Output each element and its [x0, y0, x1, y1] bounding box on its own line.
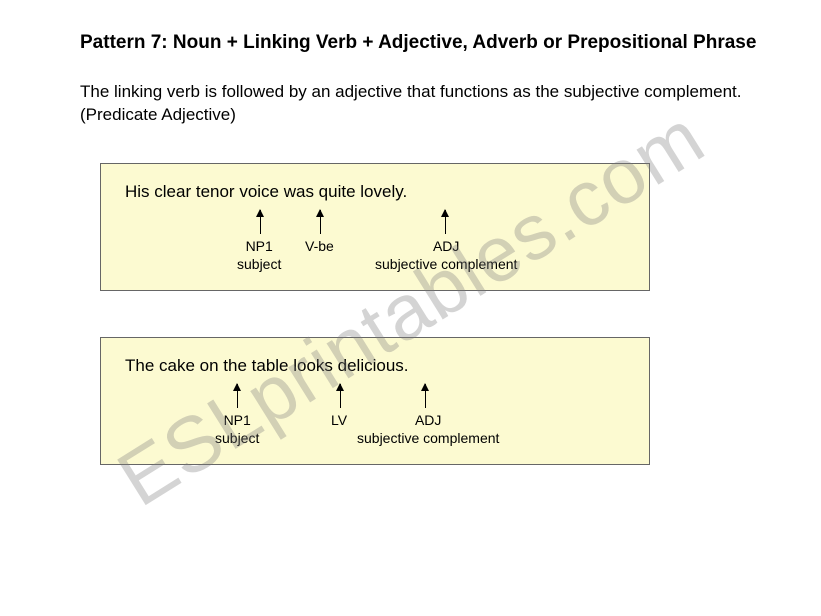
example-sentence-2: The cake on the table looks delicious.	[125, 356, 625, 376]
example-sentence-1: His clear tenor voice was quite lovely.	[125, 182, 625, 202]
labels-row-2: NP1 subject LV ADJ subjective complement	[125, 412, 625, 452]
grammar-label: V-be	[305, 238, 334, 256]
page-content: Pattern 7: Noun + Linking Verb + Adjecti…	[0, 0, 821, 531]
grammar-label: NP1 subject	[215, 412, 259, 447]
arrows-row-1	[125, 210, 625, 238]
pattern-description: The linking verb is followed by an adjec…	[80, 80, 761, 128]
arrow-icon	[340, 384, 341, 408]
arrow-icon	[260, 210, 261, 234]
pattern-title: Pattern 7: Noun + Linking Verb + Adjecti…	[80, 30, 761, 56]
labels-row-1: NP1 subject V-be ADJ subjective compleme…	[125, 238, 625, 278]
grammar-label: ADJ subjective complement	[357, 412, 499, 447]
arrows-row-2	[125, 384, 625, 412]
grammar-label: ADJ subjective complement	[375, 238, 517, 273]
arrow-icon	[425, 384, 426, 408]
example-box-2: The cake on the table looks delicious. N…	[100, 337, 650, 465]
grammar-label: NP1 subject	[237, 238, 281, 273]
example-box-1: His clear tenor voice was quite lovely. …	[100, 163, 650, 291]
arrow-icon	[320, 210, 321, 234]
grammar-label: LV	[331, 412, 347, 430]
arrow-icon	[237, 384, 238, 408]
arrow-icon	[445, 210, 446, 234]
